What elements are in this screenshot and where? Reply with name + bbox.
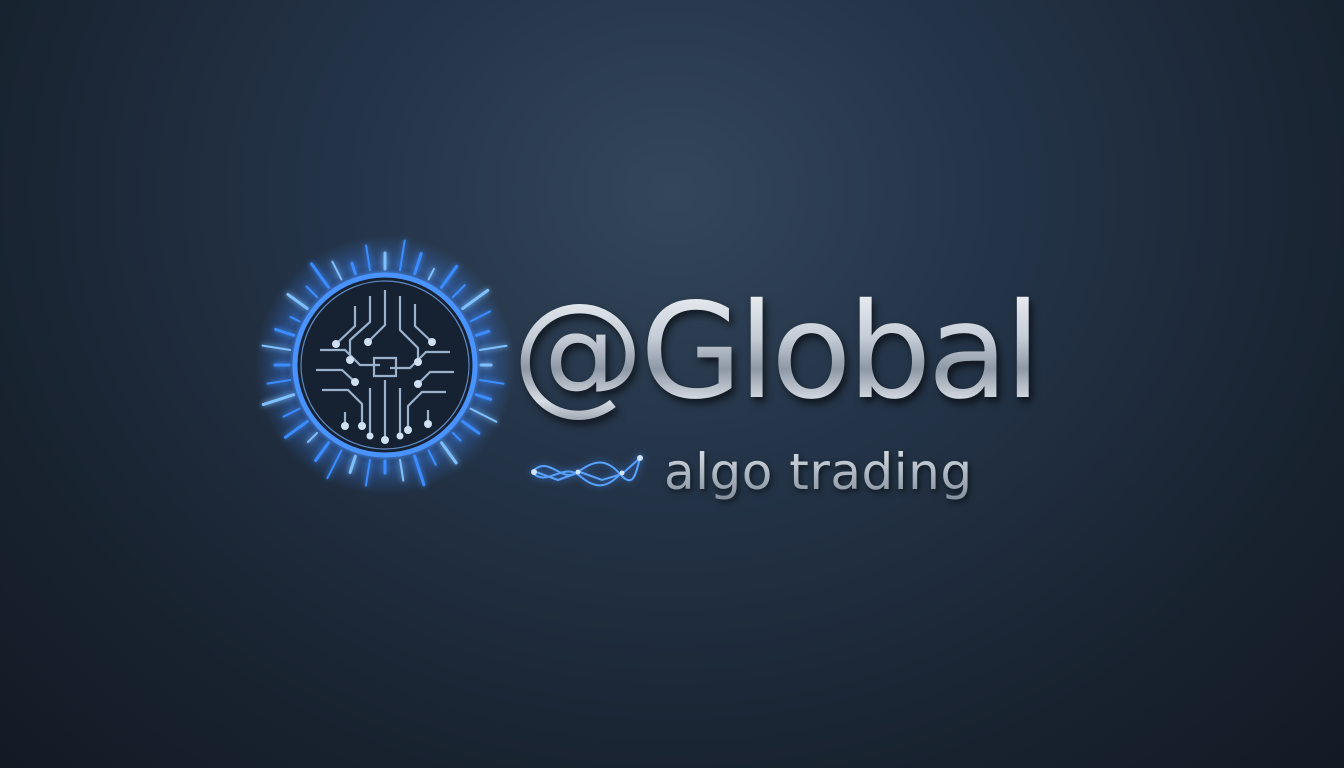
- emblem-ray: [469, 310, 492, 323]
- emblem-ray: [282, 407, 301, 418]
- emblem-ray: [331, 260, 343, 281]
- emblem-ray: [286, 292, 309, 311]
- emblem-ray: [399, 458, 405, 482]
- emblem-ray: [261, 393, 296, 407]
- tagline: algo trading: [664, 440, 973, 504]
- emblem-ray: [474, 329, 491, 337]
- emblem-ray: [478, 379, 505, 385]
- emblem-ray: [283, 419, 309, 439]
- emblem-ray: [399, 239, 406, 272]
- emblem-ray: [439, 441, 458, 465]
- emblem-ray: [413, 454, 426, 487]
- emblem-ray: [478, 344, 508, 351]
- emblem-ray: [305, 285, 319, 299]
- emblem-ray: [474, 393, 493, 401]
- emblem-ray: [427, 267, 436, 281]
- emblem-ray: [461, 288, 490, 311]
- tagline-row: algo trading: [528, 440, 973, 504]
- emblem-ray: [451, 431, 462, 442]
- circuit-sun-icon: [250, 230, 520, 500]
- emblem-ray: [427, 449, 437, 466]
- emblem-ray: [469, 407, 498, 423]
- emblem-ray: [326, 449, 343, 480]
- emblem-ray: [439, 264, 459, 289]
- emblem-ray: [274, 327, 296, 337]
- emblem-ray: [314, 441, 331, 462]
- emblem-ray: [451, 284, 466, 299]
- emblem-ray: [310, 262, 331, 289]
- brand-name: @Global: [512, 275, 1041, 429]
- emblem-ray: [348, 454, 357, 474]
- emblem-ray: [350, 261, 357, 276]
- emblem-ray: [266, 379, 292, 385]
- emblem-ray: [365, 244, 371, 272]
- network-wave-icon: [531, 455, 643, 487]
- emblem-ray: [413, 252, 423, 276]
- emblem-ray: [364, 458, 371, 487]
- emblem-ray: [261, 344, 292, 351]
- emblem-ray: [306, 431, 319, 444]
- emblem-ray: [461, 419, 481, 435]
- emblem-ray: [289, 315, 301, 323]
